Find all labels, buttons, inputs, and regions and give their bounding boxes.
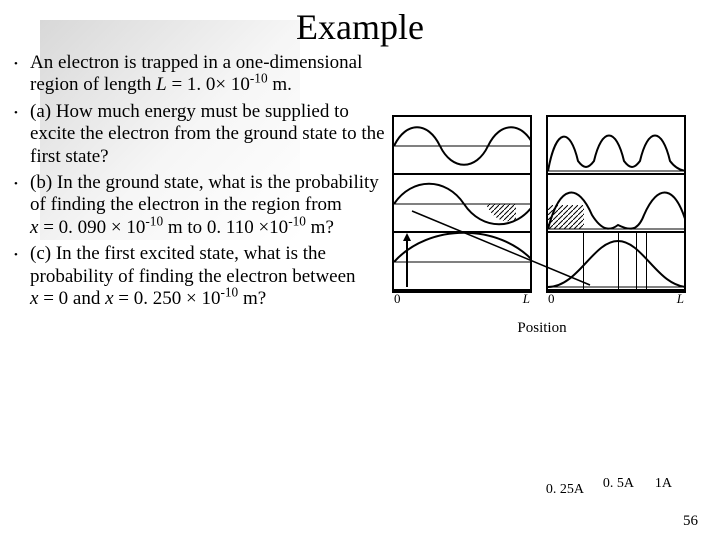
b3-pre: (b) In the ground state, what is the pro… [30,172,379,215]
curve-psi3sq [548,117,684,175]
b4-pre: (c) In the first excited state, what is … [30,243,356,286]
curve-psi1 [394,233,530,291]
annot-05A: 0. 5A [603,476,634,492]
b4-m2: = 0. 250 × 10 [114,288,221,309]
b2-text: (a) How much energy must be supplied to … [30,101,385,167]
bullet-list: • An electron is trapped in a one-dimens… [12,52,388,314]
tick-0-left: 0 [394,291,401,307]
hatch-psi2sq [548,175,684,233]
b4-e: -10 [220,285,238,300]
bullet-dot: • [14,178,18,191]
b3-m2: m to 0. 110 ×10 [163,217,288,238]
b4-x2: x [105,288,113,309]
b4-m1: = 0 and [38,288,105,309]
row-psi3sq: |ψ3|2 [548,117,684,175]
vline-1a-b [646,233,647,289]
b3-m1: = 0. 090 × 10 [38,217,145,238]
row-psi1sq: |ψ1|2 [548,233,684,291]
bullet-2: • (a) How much energy must be supplied t… [12,101,388,168]
annot-1A: 1A [655,476,672,492]
row-psi3: ψ3 [394,117,530,175]
page-number: 56 [683,513,698,530]
panel-right: |ψ3|2 |ψ2|2 [546,115,686,293]
vline-1a-a [636,233,637,289]
bullet-1: • An electron is trapped in a one-dimens… [12,52,388,97]
curve-psi1sq [548,233,684,291]
annot-025A: 0. 25A [546,482,584,498]
b3-e1: -10 [145,214,163,229]
tick-L-right: L [677,291,684,307]
axis-ticks-left: 0 L [394,291,530,307]
vline-050 [618,233,619,289]
bullet-dot: • [14,249,18,262]
bullet-dot: • [14,107,18,120]
b3-post: m? [306,217,334,238]
tick-L-left: L [523,291,530,307]
row-psi1: ψ1 [394,233,530,291]
row-psi2sq: |ψ2|2 [548,175,684,233]
b1-L: L [156,74,167,95]
b4-post: m? [238,288,266,309]
panel-left: ψ3 ψ2 [392,115,532,293]
slide-title: Example [0,6,720,48]
b1-post: m. [268,74,292,95]
bullet-4: • (c) In the first excited state, what i… [12,243,388,310]
b3-e2: -10 [288,214,306,229]
tick-0-right: 0 [548,291,555,307]
hatch-psi2 [394,175,530,233]
b1-eq: = 1. 0× 10 [167,74,250,95]
bullet-dot: • [14,58,18,71]
bullet-3: • (b) In the ground state, what is the p… [12,172,388,239]
vline-025 [583,233,584,289]
axis-label-position: Position [392,320,692,337]
arrow-up [400,233,414,291]
axis-ticks-right: 0 L [548,291,684,307]
wavefunction-figure: ψ3 ψ2 [392,115,692,293]
row-psi2: ψ2 [394,175,530,233]
curve-psi3 [394,117,530,175]
b1-exp: -10 [250,71,268,86]
